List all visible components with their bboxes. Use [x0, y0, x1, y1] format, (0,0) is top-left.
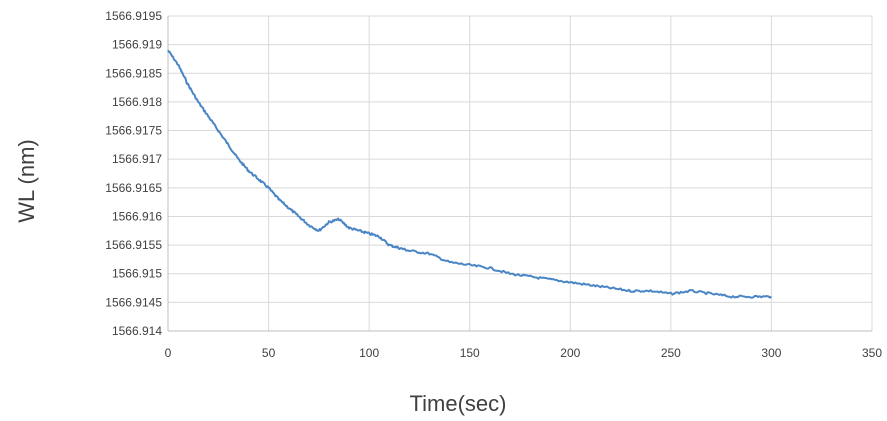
x-tick-label: 100 — [359, 346, 379, 360]
series-line — [167, 49, 772, 299]
y-tick-label: 1566.9155 — [105, 238, 162, 252]
y-tick-label: 1566.917 — [112, 152, 162, 166]
x-tick-label: 50 — [262, 346, 276, 360]
y-tick-label: 1566.916 — [112, 209, 162, 223]
x-axis-title: Time(sec) — [410, 391, 507, 416]
y-tick-label: 1566.9195 — [105, 9, 162, 23]
x-tick-label: 200 — [560, 346, 580, 360]
y-tick-label: 1566.918 — [112, 95, 162, 109]
y-tick-label: 1566.9175 — [105, 124, 162, 138]
y-tick-label: 1566.915 — [112, 267, 162, 281]
x-tick-labels: 0 50 100 150 200 250 300 350 — [165, 346, 883, 360]
y-tick-labels: 1566.914 1566.9145 1566.915 1566.9155 1566.9… — [105, 9, 162, 338]
x-tick-label: 150 — [460, 346, 480, 360]
y-axis-title: WL (nm) — [14, 139, 39, 223]
x-tick-label: 250 — [661, 346, 681, 360]
grid — [167, 15, 873, 332]
axes — [167, 16, 872, 332]
y-tick-label: 1566.9145 — [105, 295, 162, 309]
x-tick-label: 300 — [761, 346, 781, 360]
y-tick-label: 1566.919 — [112, 38, 162, 52]
y-tick-label: 1566.914 — [112, 324, 162, 338]
x-tick-label: 350 — [862, 346, 882, 360]
series-layer — [167, 49, 772, 299]
y-tick-label: 1566.9165 — [105, 181, 162, 195]
y-tick-label: 1566.9185 — [105, 66, 162, 80]
x-tick-label: 0 — [165, 346, 172, 360]
